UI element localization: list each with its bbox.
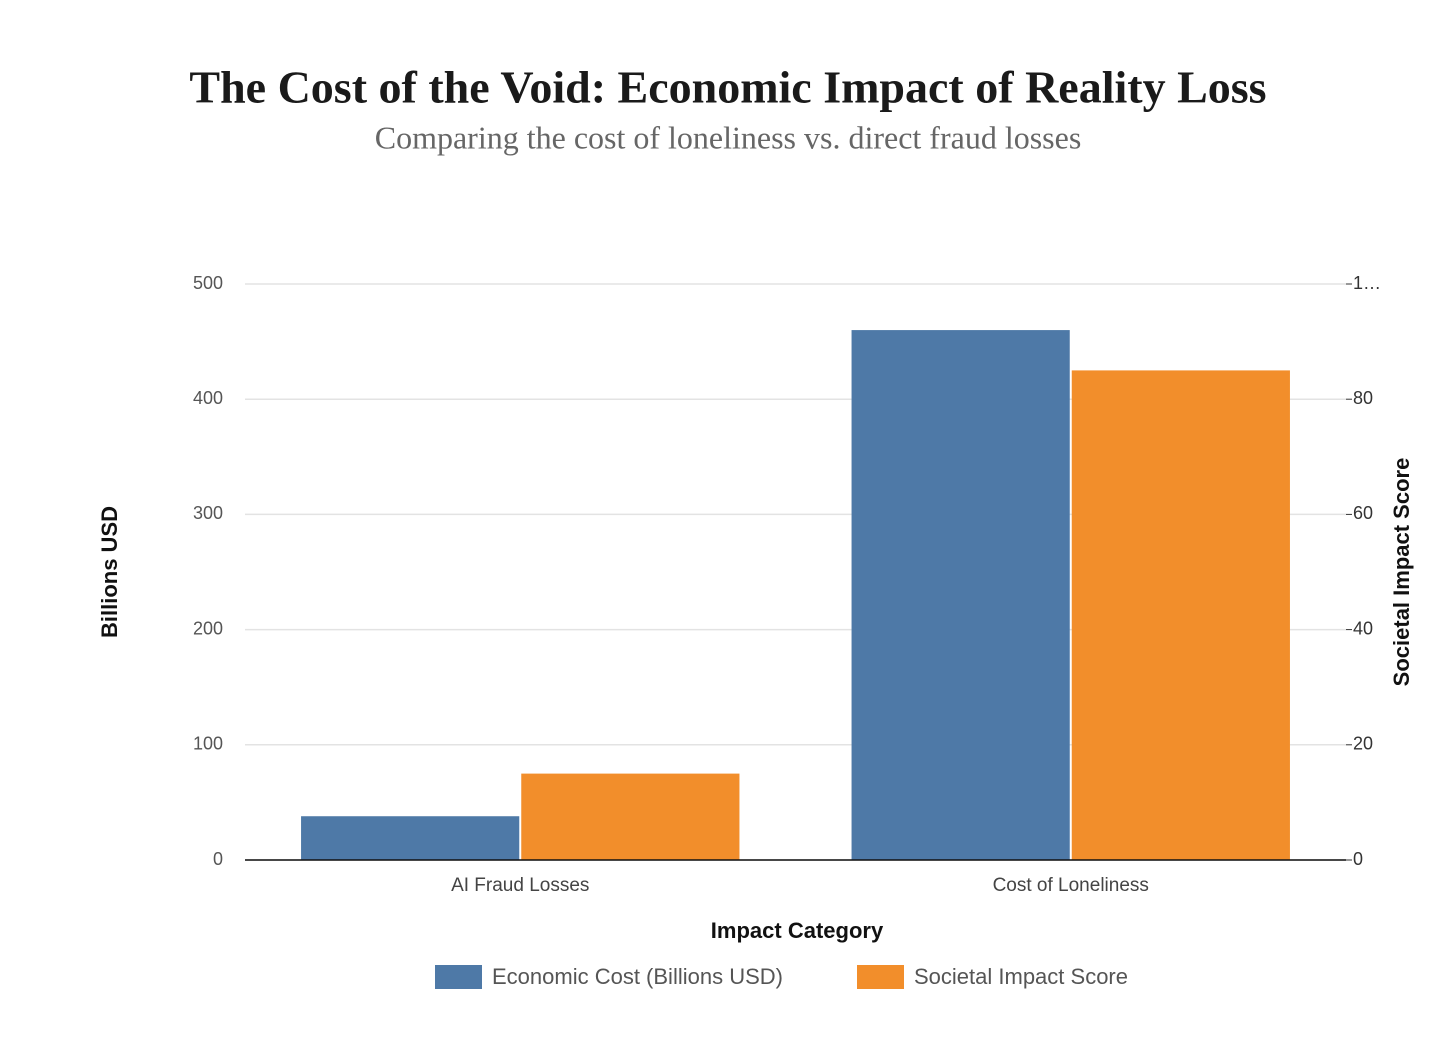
y2-axis-label: Societal Impact Score <box>1389 458 1414 687</box>
bar <box>521 773 740 860</box>
y2-tick-label: 40 <box>1353 618 1373 638</box>
y-tick-label: 400 <box>193 388 223 408</box>
y-tick-label: 200 <box>193 618 223 638</box>
y2-tick-label: 60 <box>1353 503 1373 523</box>
y-tick-label: 0 <box>213 849 223 869</box>
y2-tick-label: 20 <box>1353 734 1373 754</box>
legend-label: Economic Cost (Billions USD) <box>492 964 783 989</box>
y-tick-label: 100 <box>193 734 223 754</box>
bar <box>301 816 520 860</box>
y-tick-label: 500 <box>193 273 223 293</box>
y2-tick-label: 1… <box>1353 273 1381 293</box>
bar <box>1071 370 1290 860</box>
y-axis-label: Billions USD <box>97 506 122 638</box>
chart-title: The Cost of the Void: Economic Impact of… <box>189 62 1266 113</box>
y2-tick-label: 80 <box>1353 388 1373 408</box>
x-axis-label: Impact Category <box>711 918 884 943</box>
bar <box>851 330 1070 861</box>
legend-label: Societal Impact Score <box>914 964 1128 989</box>
legend-swatch <box>857 965 904 989</box>
y2-tick-label: 0 <box>1353 849 1363 869</box>
y-tick-label: 300 <box>193 503 223 523</box>
x-tick-label: AI Fraud Losses <box>451 875 589 896</box>
x-tick-label: Cost of Loneliness <box>993 875 1149 896</box>
chart-subtitle: Comparing the cost of loneliness vs. dir… <box>375 119 1082 155</box>
legend-swatch <box>435 965 482 989</box>
